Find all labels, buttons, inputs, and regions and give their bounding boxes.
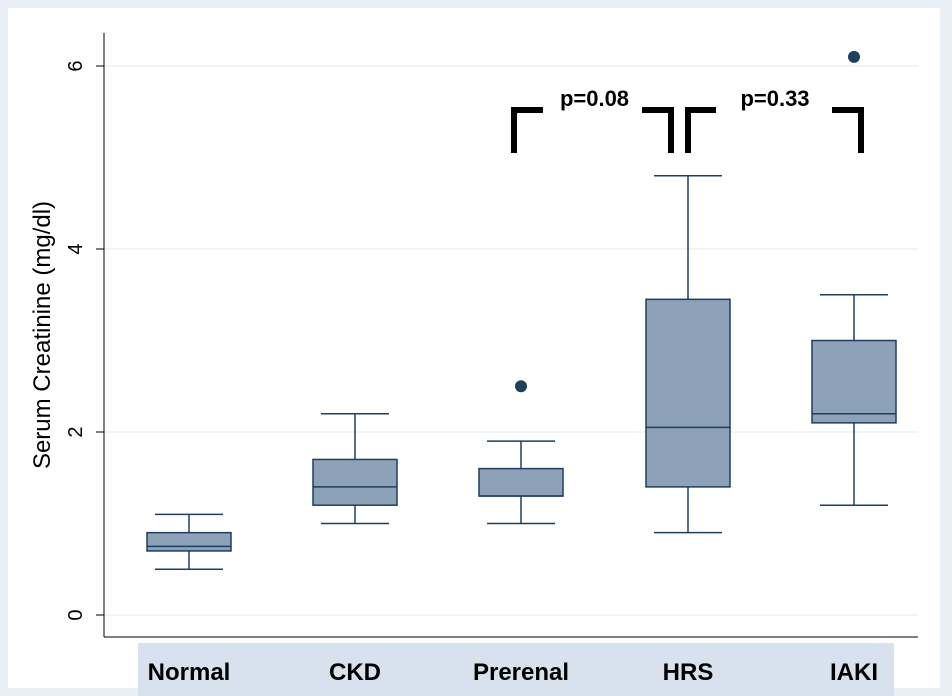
category-label-hrs: HRS	[663, 659, 714, 686]
box-prerenal	[478, 380, 564, 525]
significance-annotations: p=0.08 p=0.33	[511, 86, 864, 153]
boxes	[146, 50, 897, 570]
y-tick-label: 2	[65, 426, 87, 437]
outlier-point	[848, 50, 860, 63]
box-normal	[146, 513, 232, 570]
iqr-box	[645, 298, 731, 488]
category-label-prerenal: Prerenal	[473, 659, 569, 686]
y-axis-ticks: 0 2 4 6	[65, 60, 104, 621]
bracket-right-left-arm	[685, 107, 716, 153]
iqr-box	[478, 467, 564, 497]
iqr-box	[811, 339, 897, 424]
y-tick-label: 6	[65, 60, 87, 71]
category-label-ckd: CKD	[329, 659, 381, 686]
bracket-left-right-arm	[642, 107, 674, 153]
y-tick-label: 0	[65, 609, 87, 620]
bracket-left-arm	[511, 107, 543, 153]
category-labels: Normal CKD Prerenal HRS IAKI	[148, 659, 878, 686]
bracket-right-arm	[832, 107, 864, 153]
chart-background	[8, 8, 940, 688]
p-value-label: p=0.33	[740, 86, 809, 111]
category-label-normal: Normal	[148, 659, 231, 686]
iqr-box	[312, 458, 398, 506]
box-ckd	[312, 412, 398, 525]
y-gridlines	[104, 65, 918, 616]
y-axis-label: Serum Creatinine (mg/dl)	[29, 201, 56, 469]
category-band	[138, 643, 894, 696]
outlier-point	[515, 380, 527, 393]
p-value-label: p=0.08	[560, 86, 629, 111]
y-tick-label: 4	[65, 243, 87, 254]
category-label-iaki: IAKI	[830, 659, 878, 686]
box-hrs	[645, 175, 731, 534]
iqr-box	[146, 531, 232, 552]
box-iaki	[811, 50, 897, 506]
